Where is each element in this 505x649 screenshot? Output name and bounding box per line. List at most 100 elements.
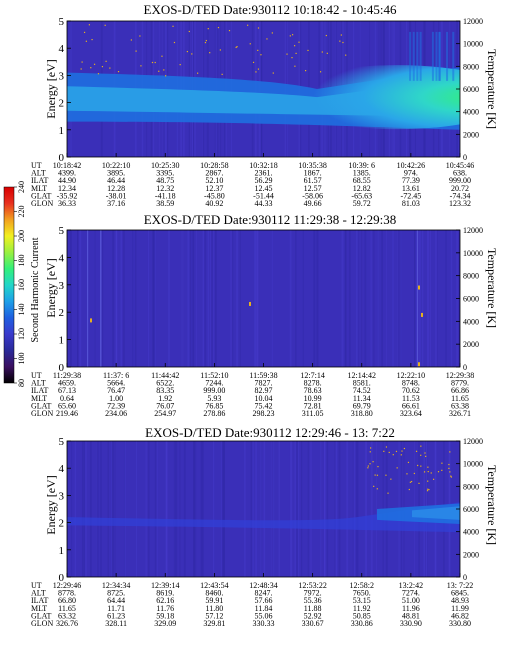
spectrogram-streak — [148, 441, 150, 577]
orbit-cell: 11:52:10 — [200, 371, 228, 380]
orbit-cell: -58.06 — [302, 191, 323, 200]
temperature-speck — [441, 462, 443, 464]
energy-tick-label: 5 — [59, 225, 65, 237]
temperature-speck — [449, 471, 451, 473]
temperature-speck — [179, 64, 181, 66]
orbit-cell: 66.80 — [58, 596, 76, 605]
spectrogram-streak — [356, 441, 359, 577]
orbit-cell: 11.96 — [402, 604, 420, 613]
orbit-cell: 8778. — [58, 589, 76, 598]
temperature-speck — [321, 51, 323, 53]
orbit-cell: 76.47 — [107, 386, 125, 395]
panel-2-plot-area — [67, 230, 460, 367]
temperature-speck — [207, 28, 209, 30]
spectrogram-streak — [107, 441, 109, 577]
spectrogram-streak — [302, 230, 304, 367]
temperature-tick-label: 0 — [463, 363, 467, 372]
temperature-speck — [423, 471, 426, 473]
orbit-cell: 330.67 — [302, 619, 324, 628]
orbit-cell: 72.39 — [107, 401, 125, 410]
spectrogram-streak — [270, 441, 272, 577]
energy-tick-label: 1 — [59, 545, 65, 557]
orbit-cell: 68.55 — [353, 176, 371, 185]
temperature-speck — [427, 480, 429, 482]
spectrogram-streak — [120, 230, 123, 367]
spectrogram-streak — [136, 441, 137, 577]
spectrogram-streak — [71, 441, 73, 577]
orbit-cell: 10:45:46 — [446, 161, 474, 170]
temperature-speck — [219, 49, 221, 51]
temperature-speck — [305, 69, 307, 72]
temperature-speck — [117, 71, 120, 73]
orbit-cell: 8278. — [304, 379, 322, 388]
spectrogram-streak — [376, 441, 377, 577]
spectrogram-streak — [174, 441, 176, 577]
orbit-cell: 12:14:42 — [348, 371, 376, 380]
temperature-speck — [427, 470, 429, 473]
orbit-cell: 999.00 — [449, 176, 471, 185]
orbit-cell: 82.97 — [255, 386, 273, 395]
orbit-cell: -38.01 — [106, 191, 127, 200]
temperature-speck — [441, 469, 443, 471]
orbit-row-label: GLAT — [31, 611, 52, 620]
spectrogram-streak — [263, 441, 266, 577]
spectrogram-streak — [392, 230, 394, 367]
orbit-row-label: GLAT — [31, 401, 52, 410]
spectrogram-panel-2: EXOS-D/TED Date:930112 11:29:38 - 12:29:… — [31, 212, 499, 418]
orbit-cell: 12:48:34 — [249, 581, 277, 590]
spectrogram-streak — [445, 230, 447, 367]
spectrogram-streak — [179, 441, 181, 577]
temperature-speck — [161, 55, 163, 57]
temperature-speck — [139, 35, 141, 37]
temperature-tick-label: 4000 — [463, 108, 479, 117]
spectrogram-streak — [211, 230, 214, 367]
orbit-cell: 254.97 — [154, 409, 176, 418]
orbit-cell: 10:39: 6 — [349, 161, 375, 170]
orbit-cell: 4659. — [58, 379, 76, 388]
orbit-cell: 10:32:18 — [249, 161, 277, 170]
spectrogram-streak — [244, 441, 246, 577]
energy-tick-label: 0 — [59, 362, 65, 374]
orbit-cell: 10:18:42 — [53, 161, 81, 170]
temperature-speck — [413, 472, 415, 475]
orbit-cell: 11:44:42 — [151, 371, 179, 380]
temperature-speck — [154, 61, 156, 64]
orbit-cell: 53.15 — [353, 596, 371, 605]
temperature-speck — [158, 70, 160, 72]
orbit-cell: 12:7:14 — [300, 371, 324, 380]
orbit-cell: 10:42:26 — [397, 161, 425, 170]
orbit-cell: 8581. — [353, 379, 371, 388]
temperature-speck — [370, 447, 372, 449]
orbit-cell: 6845. — [451, 589, 469, 598]
orbit-cell: 55.06 — [255, 611, 273, 620]
orbit-cell: 12:29:46 — [53, 581, 81, 590]
spectrogram-streak — [181, 230, 184, 367]
temperature-speck — [430, 472, 432, 474]
panel-3-title: EXOS-D/TED Date:930112 12:29:46 - 13: 7:… — [145, 425, 395, 440]
energy-tick-label: 2 — [59, 518, 65, 530]
temperature-speck — [228, 29, 231, 32]
orbit-row-label: ILAT — [31, 596, 48, 605]
temperature-speck — [209, 52, 211, 54]
spectrogram-streak — [175, 441, 178, 577]
spectrogram-streak — [310, 441, 312, 577]
energy-spike — [435, 31, 438, 81]
temperature-speck — [406, 473, 408, 475]
temperature-speck — [450, 476, 453, 478]
spectrogram-streak — [223, 441, 225, 577]
orbit-cell: 13: 7:22 — [447, 581, 473, 590]
orbit-cell: 326.71 — [449, 409, 471, 418]
spectrogram-streak — [421, 230, 424, 367]
spectrogram-streak — [123, 441, 126, 577]
orbit-cell: 12.37 — [205, 184, 223, 193]
temperature-speck — [101, 66, 104, 68]
spectrogram-streak — [271, 230, 273, 367]
panel-2-y2label: Temperature [K] — [485, 248, 499, 328]
energy-tick-label: 3 — [59, 280, 65, 292]
orbit-cell: 13.61 — [402, 184, 420, 193]
temperature-speck — [418, 482, 420, 484]
spectrogram-streak — [200, 441, 203, 577]
temperature-speck — [369, 451, 371, 453]
orbit-row-label: MLT — [31, 604, 47, 613]
orbit-cell: 64.44 — [107, 596, 125, 605]
